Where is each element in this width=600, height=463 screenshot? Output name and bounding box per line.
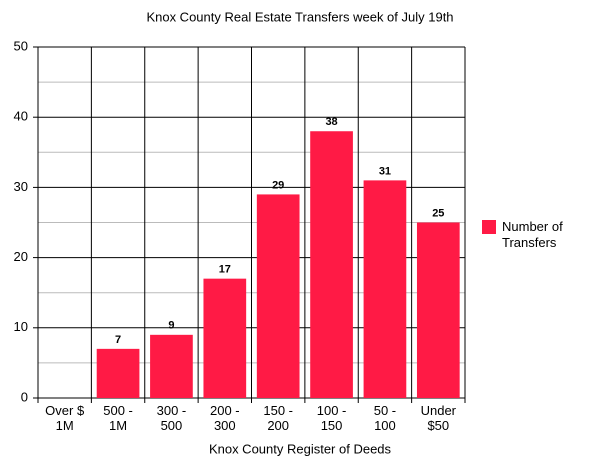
bar [96,348,140,398]
data-label: 29 [272,179,284,191]
x-tick-label: 500 - 1M [103,403,133,433]
x-tick-label: Over $ 1M [45,403,85,433]
bar [203,278,247,398]
y-tick-label: 20 [14,249,28,264]
bar [310,131,353,399]
chart-title: Knox County Real Estate Transfers week o… [146,9,453,24]
x-tick-label: 50 - 100 [373,403,397,433]
y-tick-label: 10 [14,319,28,334]
x-axis-label: Knox County Register of Deeds [209,441,392,456]
data-label: 25 [432,207,444,219]
data-label: 7 [115,334,121,346]
x-tick-label: 100 - 150 [316,403,347,433]
bar [256,194,300,398]
data-label: 9 [168,320,174,332]
y-tick-label: 50 [14,38,28,53]
y-tick-label: 30 [14,179,28,194]
x-tick-label: 300 - 500 [156,403,187,433]
y-tick-label: 40 [14,109,28,124]
data-label: 31 [379,165,391,177]
bar [363,180,407,398]
bar [150,334,193,398]
x-tick-label: Under $50 [420,403,457,433]
data-label: 38 [325,116,337,128]
x-tick-label: 200 - 300 [209,403,240,433]
y-tick-label: 0 [21,389,28,404]
x-tick-label: 150 - 200 [263,403,293,433]
data-label: 17 [219,264,231,276]
legend-swatch [482,220,496,234]
bar [416,222,460,398]
legend-label: Number of Transfers [502,219,563,250]
